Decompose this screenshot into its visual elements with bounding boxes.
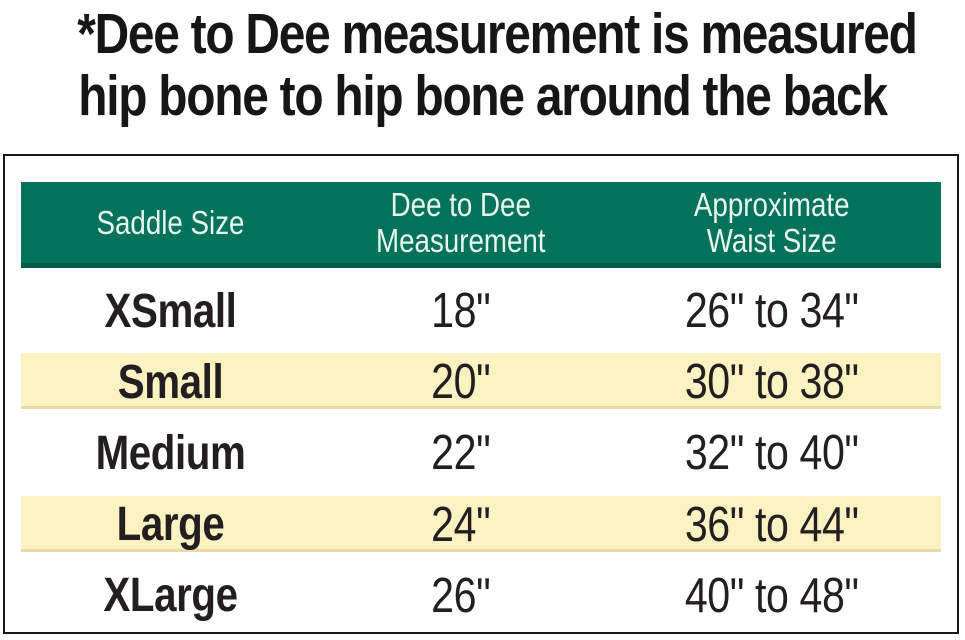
- column-header-label: Approximate: [693, 185, 850, 223]
- column-header-label: Measurement: [376, 221, 546, 259]
- table-row-xlarge: XLarge 26" 40" to 48": [21, 561, 941, 632]
- dee-to-dee-value: 22": [431, 426, 491, 481]
- table-row-large: Large 24" 36" to 44": [21, 490, 941, 561]
- dee-to-dee-value: 26": [431, 568, 491, 623]
- page-title: *Dee to Dee measurement is measured hip …: [0, 0, 965, 127]
- column-header-saddle-size: Saddle Size: [21, 203, 320, 241]
- table-row-small: Small 20" 30" to 38": [21, 347, 941, 418]
- saddle-size-value: Small: [117, 355, 224, 409]
- saddle-size-value: XSmall: [104, 284, 237, 338]
- table-row-medium: Medium 22" 32" to 40": [21, 418, 941, 489]
- column-header-dee-to-dee: Dee to Dee Measurement: [320, 185, 602, 259]
- size-chart-table: Saddle Size Dee to Dee Measurement Appro…: [3, 154, 959, 634]
- waist-size-value: 32" to 40": [684, 426, 859, 481]
- column-header-label: Saddle Size: [96, 203, 245, 241]
- column-header-waist-size: Approximate Waist Size: [602, 185, 941, 259]
- table-row-xsmall: XSmall 18" 26" to 34": [21, 276, 941, 347]
- saddle-size-value: XLarge: [103, 569, 238, 623]
- saddle-size-value: Medium: [95, 426, 246, 480]
- title-line-2: hip bone to hip bone around the back: [78, 64, 888, 128]
- waist-size-value: 30" to 38": [684, 355, 859, 410]
- dee-to-dee-value: 24": [431, 497, 491, 552]
- column-header-label: Waist Size: [706, 221, 837, 259]
- table-header-row: Saddle Size Dee to Dee Measurement Appro…: [21, 182, 941, 268]
- waist-size-value: 40" to 48": [684, 568, 859, 623]
- title-line-1: *Dee to Dee measurement is measured: [77, 2, 918, 66]
- saddle-size-value: Large: [116, 498, 225, 552]
- table-body: XSmall 18" 26" to 34" Small 20" 30" to 3…: [21, 276, 941, 632]
- waist-size-value: 26" to 34": [684, 284, 859, 339]
- dee-to-dee-value: 20": [431, 355, 491, 410]
- dee-to-dee-value: 18": [431, 284, 491, 339]
- waist-size-value: 36" to 44": [684, 497, 859, 552]
- column-header-label: Dee to Dee: [390, 185, 531, 223]
